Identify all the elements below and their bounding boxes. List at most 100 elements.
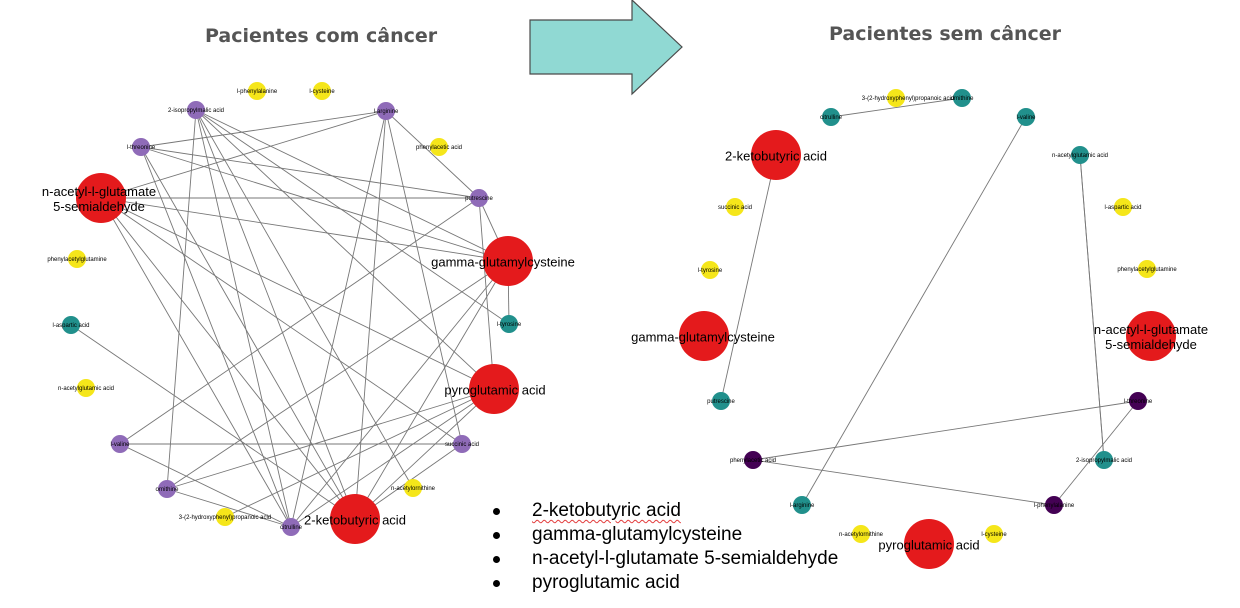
node-label-l-tyrosine: l-tyrosine	[497, 322, 522, 328]
highlight-item: gamma-glutamylcysteine	[490, 523, 838, 547]
node-l-arginine	[377, 102, 395, 120]
node-label-l-phenylalanine: l-phenylalanine	[1034, 503, 1075, 509]
highlight-item-text: gamma-glutamylcysteine	[532, 524, 743, 545]
node-label-l-aspartic-acid: l-aspartic acid	[52, 323, 89, 329]
nodes	[62, 82, 533, 544]
edge-pyroglutamic-acid-ornithine	[166, 388, 495, 490]
edge-l-valine-l-arginine	[801, 116, 1027, 506]
highlight-item-text: n-acetyl-l-glutamate 5-semialdehyde	[532, 548, 839, 569]
node-label-n-acetylglutamic-acid: n-acetylglutamic acid	[1052, 153, 1108, 159]
node-label-2-isopropylmalic-acid: 2-isopropylmalic acid	[1076, 458, 1132, 464]
highlight-list: 2-ketobutyric acid gamma-glutamylcystein…	[490, 499, 838, 595]
node-label-n-acetyl-l-glutamate-5-semialdehyde: n-acetyl-l-glutamate 5-semialdehyde	[1094, 322, 1208, 352]
highlight-item: n-acetyl-l-glutamate 5-semialdehyde	[490, 547, 838, 571]
edge-putrescine-l-arginine	[385, 110, 480, 199]
node-2-isopropylmalic-acid	[1095, 451, 1113, 469]
node-l-aspartic-acid	[62, 316, 80, 334]
node-l-phenylalanine	[1045, 496, 1063, 514]
node-l-valine	[111, 435, 129, 453]
node-l-arginine	[793, 496, 811, 514]
edge-l-arginine-citrulline	[290, 110, 387, 528]
node-pyroglutamic-acid	[904, 519, 954, 569]
node-succinic-acid	[726, 198, 744, 216]
node-n-acetylornithine	[852, 525, 870, 543]
edge-l-threonine-citrulline	[140, 146, 292, 528]
node-gamma-glutamylcysteine	[679, 311, 729, 361]
edge-phenylacetic-acid-l-threonine	[752, 400, 1139, 461]
node-label-l-aspartic-acid: l-aspartic acid	[1104, 205, 1141, 211]
edge-pyroglutamic-acid-citrulline	[290, 388, 495, 528]
node-phenylacetylglutamine	[1138, 260, 1156, 278]
node-label-n-acetyl-l-glutamate-5-semialdehyde: n-acetyl-l-glutamate 5-semialdehyde	[42, 184, 156, 214]
edge-2-isopropylmalic-acid-2-ketobutyric-acid	[195, 109, 356, 520]
node-n-acetyl-l-glutamate-5-semialdehyde	[1126, 311, 1176, 361]
edges	[720, 97, 1139, 506]
node-label-phenylacetylglutamine: phenylacetylglutamine	[47, 257, 107, 263]
edge-l-aspartic-acid-2-ketobutyric-acid	[70, 324, 356, 520]
edge-l-threonine-gamma-glutamylcysteine	[140, 146, 509, 262]
node-label-ornithine: ornithine	[950, 96, 974, 102]
node-label-l-threonine: l-threonine	[1124, 399, 1153, 405]
network-left: l-phenylalanine l-cysteine 2-isopropylmali…	[42, 82, 575, 544]
node-label-citrulline: citrulline	[280, 525, 303, 531]
node-label-l-arginine: l-arginine	[374, 109, 399, 115]
node-label-3-2-hydroxyphenyl-propanoic-acid: 3-(2-hydroxyphenyl)propanoic acid	[862, 96, 954, 102]
node-label-gamma-glutamylcysteine: gamma-glutamylcysteine	[431, 255, 575, 270]
edge-putrescine-pyroglutamic-acid	[478, 197, 495, 390]
title-right: Pacientes sem câncer	[829, 23, 1062, 45]
node-label-gamma-glutamylcysteine: gamma-glutamylcysteine	[631, 330, 775, 345]
node-l-cysteine	[985, 525, 1003, 543]
edge-ornithine-citrulline	[166, 488, 292, 528]
node-n-acetylglutamic-acid	[77, 379, 95, 397]
node-label-n-acetylornithine: n-acetylornithine	[391, 486, 436, 492]
node-label-ornithine: ornithine	[155, 487, 179, 493]
node-gamma-glutamylcysteine	[483, 236, 533, 286]
highlight-item-text: pyroglutamic acid	[532, 572, 680, 593]
edge-citrulline-ornithine	[830, 97, 963, 118]
node-l-tyrosine	[500, 315, 518, 333]
edge-2-isopropylmalic-acid-n-acetylglutamic-acid	[1079, 154, 1105, 461]
nodes	[679, 89, 1176, 569]
edge-l-threonine-putrescine	[140, 146, 480, 199]
node-label-putrescine: putrescine	[465, 196, 493, 202]
node-label-l-arginine: l-arginine	[790, 503, 815, 509]
edge-gamma-glutamylcysteine-2-ketobutyric-acid	[354, 260, 509, 520]
node-label-l-cysteine: l-cysteine	[981, 532, 1007, 538]
node-n-acetylglutamic-acid	[1071, 146, 1089, 164]
edge-l-threonine-2-ketobutyric-acid	[140, 146, 356, 520]
node-label-putrescine: putrescine	[707, 399, 735, 405]
edge-pyroglutamic-acid-2-ketobutyric-acid	[354, 388, 495, 520]
node-phenylacetylglutamine	[68, 250, 86, 268]
node-l-phenylalanine	[248, 82, 266, 100]
labels: l-phenylalanine l-cysteine 2-isopropylmali…	[42, 89, 575, 531]
edge-n-acetyl-l-glutamate-5-semialdehyde-2-ketobutyric-acid	[100, 197, 356, 520]
edge-2-isopropylmalic-acid-citrulline	[195, 109, 292, 528]
node-label-citrulline: citrulline	[820, 115, 843, 121]
node-label-n-acetylornithine: n-acetylornithine	[839, 532, 884, 538]
edge-gamma-glutamylcysteine-citrulline	[290, 260, 509, 528]
edge-2-isopropylmalic-acid-pyroglutamic-acid	[195, 109, 495, 390]
edge-n-acetyl-l-glutamate-5-semialdehyde-succinic-acid	[100, 197, 463, 445]
node-phenylacetic-acid	[430, 138, 448, 156]
node-l-threonine	[1129, 392, 1147, 410]
node-label-pyroglutamic-acid: pyroglutamic acid	[878, 538, 979, 553]
node-l-threonine	[132, 138, 150, 156]
node-label-succinic-acid: succinic acid	[718, 205, 752, 211]
highlight-item: pyroglutamic acid	[490, 571, 838, 595]
node-label-2-ketobutyric-acid: 2-ketobutyric acid	[304, 513, 406, 528]
edges	[70, 109, 510, 528]
node-citrulline	[282, 518, 300, 536]
edge-n-acetyl-l-glutamate-5-semialdehyde-gamma-glutamylcysteine	[100, 197, 509, 262]
node-citrulline	[822, 108, 840, 126]
edge-gamma-glutamylcysteine-ornithine	[166, 260, 509, 490]
node-label-3-2-hydroxyphenyl-propanoic-acid: 3-(2-hydroxyphenyl)propanoic acid	[179, 515, 271, 521]
node-label-l-phenylalanine: l-phenylalanine	[237, 89, 278, 95]
node-l-valine	[1017, 108, 1035, 126]
edge-putrescine-l-valine	[119, 197, 480, 445]
node-label-l-threonine: l-threonine	[127, 145, 156, 151]
node-label-succinic-acid: succinic acid	[445, 442, 479, 448]
node-2-ketobutyric-acid	[330, 494, 380, 544]
title-left: Pacientes com câncer	[205, 25, 438, 47]
node-succinic-acid	[453, 435, 471, 453]
